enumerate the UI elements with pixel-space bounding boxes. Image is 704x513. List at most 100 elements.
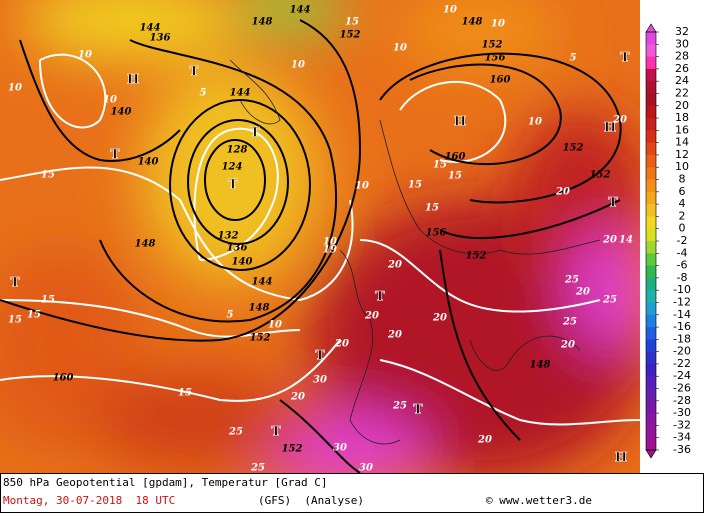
map-label: 144 <box>252 277 273 288</box>
map-label: 15 <box>433 160 447 171</box>
map-label: 5 <box>227 310 234 321</box>
map-label: 20 <box>560 340 575 351</box>
colorbar-segment <box>646 363 656 377</box>
colorbar-label: -10 <box>673 283 691 296</box>
map-label: 152 <box>563 143 584 154</box>
colorbar-label: 22 <box>675 86 689 99</box>
map-label: 20 <box>602 235 617 246</box>
map-label: H <box>127 73 139 88</box>
map-label: H <box>615 451 627 466</box>
colorbar-segment <box>646 44 656 58</box>
colorbar-label: 4 <box>679 197 686 210</box>
map-label: 144 <box>230 88 251 99</box>
colorbar-segment <box>646 228 656 242</box>
colorbar-segment <box>646 32 656 45</box>
map-label: 132 <box>218 231 239 242</box>
colorbar-label: -22 <box>673 357 691 370</box>
footer-title: 850 hPa Geopotential [gpdam], Temperatur… <box>3 476 328 489</box>
map-label: 25 <box>250 463 265 474</box>
colorbar-segment <box>646 130 656 144</box>
map-label: 10 <box>8 83 22 94</box>
colorbar-label: 0 <box>679 222 686 235</box>
colorbar-label: 6 <box>679 185 686 198</box>
map-label: 152 <box>482 40 503 51</box>
footer-date: Montag, 30-07-2018 18 UTC <box>3 494 176 507</box>
map-label: 152 <box>590 170 611 181</box>
colorbar-segment <box>646 179 656 193</box>
colorbar-label: 28 <box>675 50 689 63</box>
colorbar-segment <box>646 253 656 267</box>
map-label: 160 <box>445 152 466 163</box>
colorbar-label: -18 <box>673 332 691 345</box>
colorbar-segment <box>646 265 656 279</box>
map-label: T <box>375 290 385 305</box>
map-label: 30 <box>333 443 347 454</box>
colorbar-label: -24 <box>673 369 691 382</box>
colorbar-label: -6 <box>677 259 688 272</box>
map-label: H <box>454 115 466 130</box>
colorbar-label: 24 <box>675 74 689 87</box>
map-label: 15 <box>8 315 22 326</box>
map-label: 30 <box>359 463 373 474</box>
colorbar-top-cap <box>645 23 657 33</box>
map-label: 152 <box>250 333 271 344</box>
map-label: 152 <box>340 30 361 41</box>
map-label: 25 <box>228 427 243 438</box>
colorbar-segment <box>646 388 656 402</box>
colorbar-segment <box>646 413 656 426</box>
colorbar-segment <box>646 425 656 439</box>
map-label: 20 <box>387 260 402 271</box>
colorbar-label: 30 <box>675 37 689 50</box>
map-label: 160 <box>53 373 74 384</box>
map-label: T <box>250 126 260 141</box>
colorbar-label: 32 <box>675 25 689 38</box>
temperature-field <box>0 0 640 473</box>
colorbar-segment <box>646 437 656 451</box>
colorbar-segment <box>646 93 656 107</box>
map-label: 148 <box>462 17 483 28</box>
map-label: 136 <box>227 243 248 254</box>
map-label: 156 <box>426 228 447 239</box>
colorbar-segment <box>646 118 656 131</box>
map-label: 148 <box>530 360 551 371</box>
map-label: 15 <box>345 17 359 28</box>
colorbar-segment <box>646 216 656 230</box>
map-label: 20 <box>364 311 379 322</box>
colorbar-segment <box>646 154 656 168</box>
colorbar-segment <box>646 241 656 254</box>
colorbar-segment <box>646 204 656 217</box>
geopotential-contours <box>0 19 622 473</box>
map-label: T <box>110 148 120 163</box>
colorbar-label: 20 <box>675 99 689 112</box>
map-label: 148 <box>135 239 156 250</box>
map-label: 15 <box>178 388 192 399</box>
map-label: 140 <box>111 107 132 118</box>
map-label: 15 <box>448 171 462 182</box>
colorbar-segment <box>646 339 656 353</box>
colorbar-segment <box>646 302 656 316</box>
map-label: 20 <box>477 435 492 446</box>
colorbar-label: -20 <box>673 345 691 358</box>
map-label: 10 <box>268 320 282 331</box>
map-label: 20 <box>612 115 627 126</box>
colorbar-segment <box>646 105 656 119</box>
colorbar-label: -8 <box>677 271 688 284</box>
map-label: 160 <box>490 75 511 86</box>
map-label: 148 <box>252 17 273 28</box>
colorbar-label: -26 <box>673 382 691 395</box>
colorbar-segment <box>646 81 656 94</box>
map-label: 15 <box>41 170 55 181</box>
colorbar-label: -32 <box>673 418 691 431</box>
map-label: T <box>315 349 325 364</box>
colorbar-segment <box>646 327 656 340</box>
map-label: 128 <box>227 145 248 156</box>
colorbar-segment <box>646 314 656 328</box>
map-label: 124 <box>222 162 243 173</box>
map-label: T <box>413 403 423 418</box>
colorbar-label: 8 <box>679 173 686 186</box>
colorbar: 32302826242220181614121086420-2-4-6-8-10… <box>645 23 691 459</box>
colorbar-label: 12 <box>675 148 689 161</box>
colorbar-label: 2 <box>679 209 686 222</box>
colorbar-segment <box>646 376 656 390</box>
